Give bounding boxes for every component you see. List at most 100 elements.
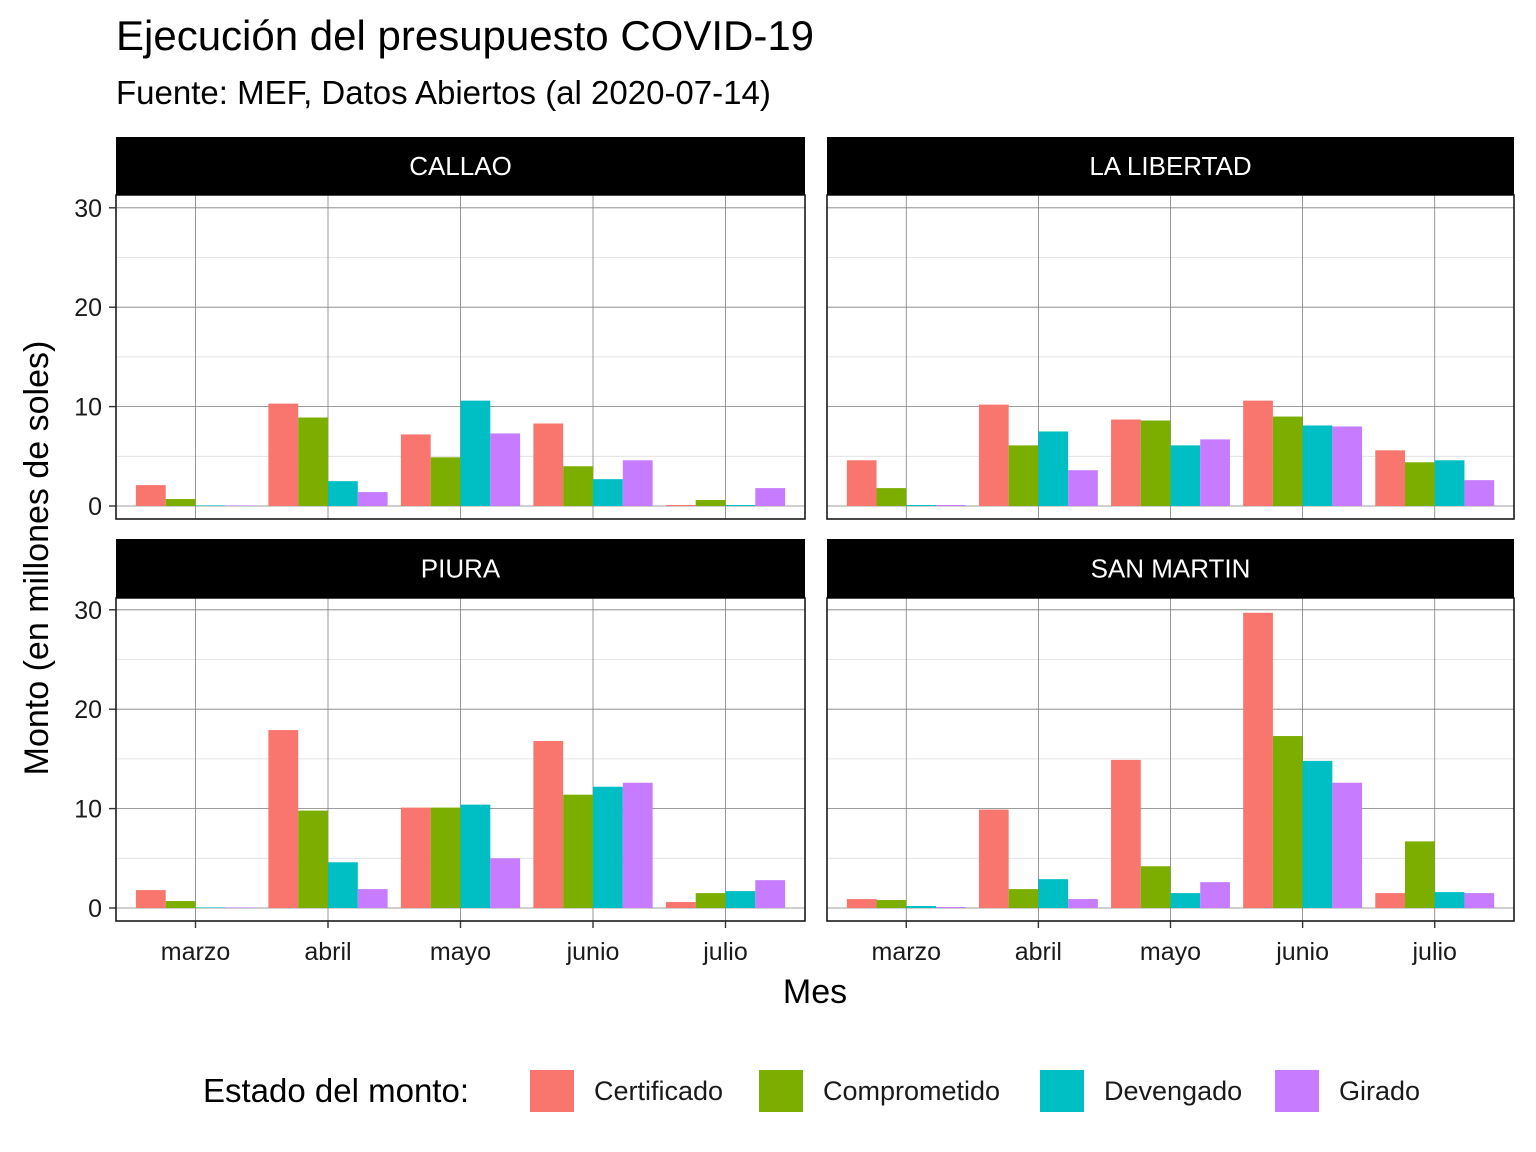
bar-la-libertad-abril-devengado bbox=[1038, 431, 1069, 506]
y-tick-label-callao: 20 bbox=[74, 294, 102, 322]
bar-san-martin-marzo-comprometido bbox=[876, 900, 907, 908]
bar-san-martin-marzo-certificado bbox=[846, 899, 877, 908]
bar-la-libertad-junio-comprometido bbox=[1272, 416, 1303, 506]
bar-piura-mayo-certificado bbox=[400, 807, 431, 908]
legend-label-comprometido: Comprometido bbox=[823, 1076, 1001, 1106]
strip-label-la-libertad: LA LIBERTAD bbox=[1089, 151, 1251, 181]
bar-san-martin-julio-girado bbox=[1464, 893, 1495, 908]
bar-la-libertad-junio-devengado bbox=[1302, 425, 1333, 506]
legend-label-girado: Girado bbox=[1339, 1076, 1421, 1106]
bar-piura-julio-girado bbox=[755, 880, 786, 908]
legend-label-devengado: Devengado bbox=[1104, 1076, 1243, 1106]
bar-piura-junio-comprometido bbox=[563, 794, 593, 908]
bar-callao-junio-girado bbox=[622, 460, 653, 506]
bar-san-martin-mayo-certificado bbox=[1111, 759, 1141, 908]
bar-san-martin-junio-girado bbox=[1332, 782, 1363, 908]
legend-swatch-certificado bbox=[530, 1070, 574, 1112]
bar-piura-marzo-certificado bbox=[135, 890, 166, 908]
y-tick-label-callao: 30 bbox=[74, 195, 102, 223]
bar-callao-marzo-certificado bbox=[135, 485, 166, 506]
bar-piura-marzo-devengado bbox=[195, 907, 226, 908]
bar-la-libertad-julio-comprometido bbox=[1405, 462, 1435, 506]
bar-san-martin-julio-devengado bbox=[1434, 892, 1465, 908]
x-tick-label-san-martin: junio bbox=[1275, 938, 1329, 966]
bar-san-martin-abril-certificado bbox=[978, 809, 1009, 908]
x-tick-label-san-martin: julio bbox=[1411, 938, 1456, 966]
bar-callao-mayo-certificado bbox=[400, 434, 431, 506]
legend-title: Estado del monto: bbox=[203, 1072, 469, 1109]
bar-la-libertad-mayo-devengado bbox=[1170, 445, 1201, 506]
bar-la-libertad-abril-comprometido bbox=[1008, 445, 1039, 506]
legend-swatch-girado bbox=[1275, 1070, 1319, 1112]
strip-label-callao: CALLAO bbox=[409, 151, 512, 181]
chart-title: Ejecución del presupuesto COVID-19 bbox=[116, 12, 815, 59]
bar-san-martin-mayo-girado bbox=[1200, 882, 1230, 908]
bar-la-libertad-marzo-devengado bbox=[906, 505, 936, 506]
bar-piura-abril-certificado bbox=[268, 730, 299, 908]
x-tick-label-piura: mayo bbox=[430, 938, 491, 966]
x-tick-label-piura: abril bbox=[304, 938, 351, 966]
bar-san-martin-abril-girado bbox=[1068, 899, 1098, 908]
bar-piura-mayo-comprometido bbox=[430, 807, 461, 908]
bar-la-libertad-mayo-comprometido bbox=[1140, 420, 1171, 506]
bar-callao-junio-certificado bbox=[533, 423, 564, 506]
bar-callao-julio-devengado bbox=[725, 505, 756, 506]
bar-callao-junio-devengado bbox=[593, 479, 623, 506]
bar-la-libertad-marzo-girado bbox=[935, 505, 966, 506]
bar-piura-abril-comprometido bbox=[298, 810, 328, 908]
bar-callao-abril-comprometido bbox=[298, 417, 328, 506]
strip-san-martin bbox=[827, 539, 1514, 598]
bar-callao-abril-certificado bbox=[268, 403, 299, 506]
strip-piura bbox=[116, 539, 805, 598]
bar-san-martin-abril-devengado bbox=[1038, 879, 1069, 908]
bar-piura-julio-certificado bbox=[665, 902, 696, 908]
bar-san-martin-junio-comprometido bbox=[1272, 736, 1303, 908]
bar-la-libertad-junio-girado bbox=[1332, 426, 1363, 506]
bar-piura-junio-girado bbox=[622, 782, 653, 908]
bar-san-martin-junio-certificado bbox=[1243, 612, 1273, 908]
bar-san-martin-abril-comprometido bbox=[1008, 889, 1039, 908]
y-tick-label-callao: 0 bbox=[88, 493, 102, 521]
bar-callao-marzo-devengado bbox=[195, 505, 226, 506]
x-tick-label-piura: marzo bbox=[161, 938, 230, 966]
x-tick-label-san-martin: marzo bbox=[872, 938, 941, 966]
strip-label-piura: PIURA bbox=[421, 554, 501, 584]
bar-piura-junio-devengado bbox=[593, 786, 623, 908]
y-tick-label-callao: 10 bbox=[74, 394, 102, 422]
bar-piura-julio-comprometido bbox=[695, 893, 726, 908]
legend-swatch-devengado bbox=[1040, 1070, 1084, 1112]
bar-callao-marzo-comprometido bbox=[165, 499, 196, 506]
bar-la-libertad-julio-certificado bbox=[1375, 450, 1406, 506]
bar-la-libertad-marzo-certificado bbox=[846, 460, 877, 506]
y-axis-title: Monto (en millones de soles) bbox=[18, 341, 56, 776]
x-tick-label-san-martin: mayo bbox=[1140, 938, 1201, 966]
bar-piura-abril-girado bbox=[357, 889, 388, 908]
x-tick-label-san-martin: abril bbox=[1015, 938, 1062, 966]
y-tick-label-piura: 10 bbox=[74, 796, 102, 824]
bar-san-martin-marzo-girado bbox=[935, 907, 966, 908]
x-axis-title: Mes bbox=[783, 973, 847, 1011]
bar-san-martin-marzo-devengado bbox=[906, 906, 936, 908]
bar-callao-abril-devengado bbox=[328, 481, 358, 506]
bar-callao-mayo-girado bbox=[490, 433, 521, 506]
legend-swatch-comprometido bbox=[759, 1070, 803, 1112]
bar-la-libertad-julio-devengado bbox=[1434, 460, 1465, 506]
bar-piura-julio-devengado bbox=[725, 891, 756, 908]
legend-label-certificado: Certificado bbox=[594, 1076, 724, 1106]
bar-piura-mayo-girado bbox=[490, 858, 521, 908]
bar-san-martin-mayo-devengado bbox=[1170, 893, 1201, 908]
bar-piura-junio-certificado bbox=[533, 741, 564, 908]
bar-la-libertad-abril-certificado bbox=[978, 404, 1009, 506]
bar-la-libertad-abril-girado bbox=[1068, 470, 1098, 506]
bar-la-libertad-junio-certificado bbox=[1243, 400, 1273, 506]
bar-la-libertad-marzo-comprometido bbox=[876, 488, 907, 506]
bar-callao-abril-girado bbox=[357, 492, 388, 506]
bar-callao-mayo-comprometido bbox=[430, 457, 461, 506]
bar-san-martin-mayo-comprometido bbox=[1140, 866, 1171, 908]
x-tick-label-piura: junio bbox=[566, 938, 620, 966]
bar-la-libertad-julio-girado bbox=[1464, 480, 1495, 506]
chart-subtitle: Fuente: MEF, Datos Abiertos (al 2020-07-… bbox=[116, 74, 771, 111]
bar-callao-julio-certificado bbox=[665, 505, 696, 506]
x-tick-label-piura: julio bbox=[702, 938, 747, 966]
